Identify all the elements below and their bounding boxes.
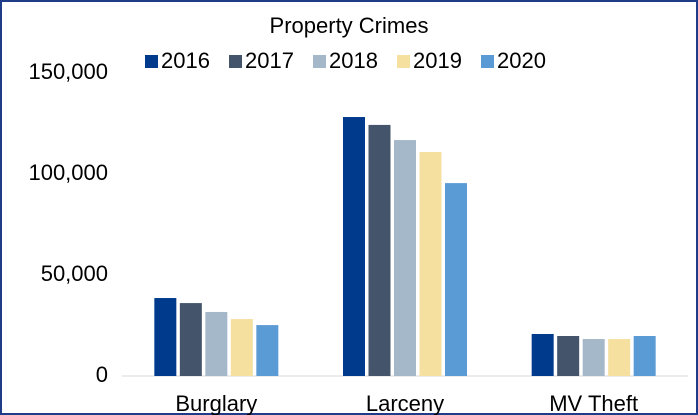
legend-label: 2020	[497, 48, 546, 73]
legend-swatch	[313, 55, 326, 68]
bar	[608, 339, 631, 376]
y-tick-label: 150,000	[28, 59, 108, 84]
bar	[205, 311, 228, 376]
chart-title: Property Crimes	[270, 13, 429, 38]
y-tick-label: 50,000	[41, 261, 108, 286]
bar	[368, 124, 391, 376]
y-tick-label: 100,000	[28, 160, 108, 185]
bar	[531, 333, 554, 376]
legend-swatch	[481, 55, 494, 68]
bar	[633, 336, 656, 376]
y-tick-label: 0	[96, 362, 108, 387]
bar	[557, 336, 580, 376]
bar	[445, 183, 467, 376]
bar	[154, 298, 177, 376]
bar	[179, 303, 202, 376]
legend-swatch	[397, 55, 410, 68]
x-tick-label: MV Theft	[549, 391, 638, 415]
x-tick-label: Larceny	[366, 391, 444, 415]
legend-label: 2016	[161, 48, 210, 73]
legend-label: 2017	[245, 48, 294, 73]
bar	[582, 339, 605, 376]
legend-swatch	[145, 55, 158, 68]
legend-label: 2018	[329, 48, 378, 73]
bar	[419, 151, 442, 376]
bar	[343, 117, 365, 376]
bar	[256, 325, 279, 376]
legend-label: 2019	[413, 48, 462, 73]
legend-swatch	[229, 55, 242, 68]
x-tick-label: Burglary	[175, 391, 257, 415]
bar	[230, 319, 253, 376]
bar	[394, 140, 416, 376]
